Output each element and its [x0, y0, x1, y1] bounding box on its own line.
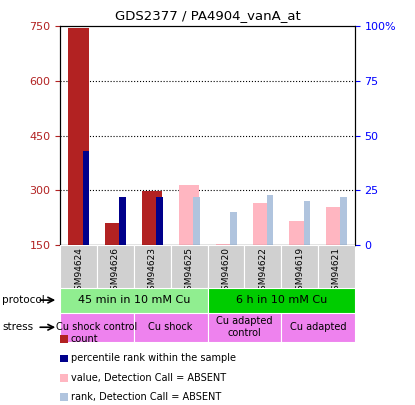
- Text: value, Detection Call = ABSENT: value, Detection Call = ABSENT: [71, 373, 226, 383]
- Text: GSM94624: GSM94624: [74, 247, 83, 296]
- Bar: [179, 185, 199, 245]
- Bar: [244, 245, 281, 288]
- Bar: [281, 313, 355, 342]
- Bar: [281, 245, 318, 288]
- Text: GSM94619: GSM94619: [295, 247, 304, 296]
- Text: GSM94623: GSM94623: [148, 247, 157, 296]
- Text: Cu shock control: Cu shock control: [56, 322, 138, 332]
- Text: rank, Detection Call = ABSENT: rank, Detection Call = ABSENT: [71, 392, 221, 402]
- Bar: [142, 191, 162, 245]
- Bar: [318, 245, 355, 288]
- Bar: [60, 288, 208, 313]
- Bar: [120, 197, 126, 245]
- Bar: [171, 245, 208, 288]
- Bar: [83, 151, 89, 245]
- Text: 6 h in 10 mM Cu: 6 h in 10 mM Cu: [236, 295, 327, 305]
- Bar: [68, 28, 89, 245]
- Bar: [60, 313, 134, 342]
- Bar: [193, 197, 200, 245]
- Bar: [208, 313, 281, 342]
- Text: GSM94622: GSM94622: [258, 247, 267, 296]
- Bar: [60, 245, 97, 288]
- Title: GDS2377 / PA4904_vanA_at: GDS2377 / PA4904_vanA_at: [115, 9, 300, 22]
- Bar: [208, 288, 355, 313]
- Bar: [253, 203, 273, 245]
- Bar: [216, 244, 236, 245]
- Text: 45 min in 10 mM Cu: 45 min in 10 mM Cu: [78, 295, 190, 305]
- Text: GSM94621: GSM94621: [332, 247, 341, 296]
- Bar: [230, 212, 237, 245]
- Bar: [97, 245, 134, 288]
- Text: GSM94620: GSM94620: [222, 247, 230, 296]
- Text: GSM94626: GSM94626: [111, 247, 120, 296]
- Bar: [134, 245, 171, 288]
- Bar: [105, 223, 126, 245]
- Bar: [340, 197, 347, 245]
- Bar: [304, 201, 310, 245]
- Text: percentile rank within the sample: percentile rank within the sample: [71, 354, 236, 363]
- Bar: [156, 197, 163, 245]
- Bar: [208, 245, 244, 288]
- Text: Cu shock: Cu shock: [149, 322, 193, 332]
- Bar: [289, 221, 310, 245]
- Text: Cu adapted
control: Cu adapted control: [216, 316, 273, 338]
- Bar: [267, 195, 273, 245]
- Text: protocol: protocol: [2, 295, 45, 305]
- Bar: [134, 313, 208, 342]
- Text: GSM94625: GSM94625: [185, 247, 193, 296]
- Bar: [326, 207, 347, 245]
- Text: stress: stress: [2, 322, 33, 332]
- Text: count: count: [71, 334, 99, 344]
- Text: Cu adapted: Cu adapted: [290, 322, 346, 332]
